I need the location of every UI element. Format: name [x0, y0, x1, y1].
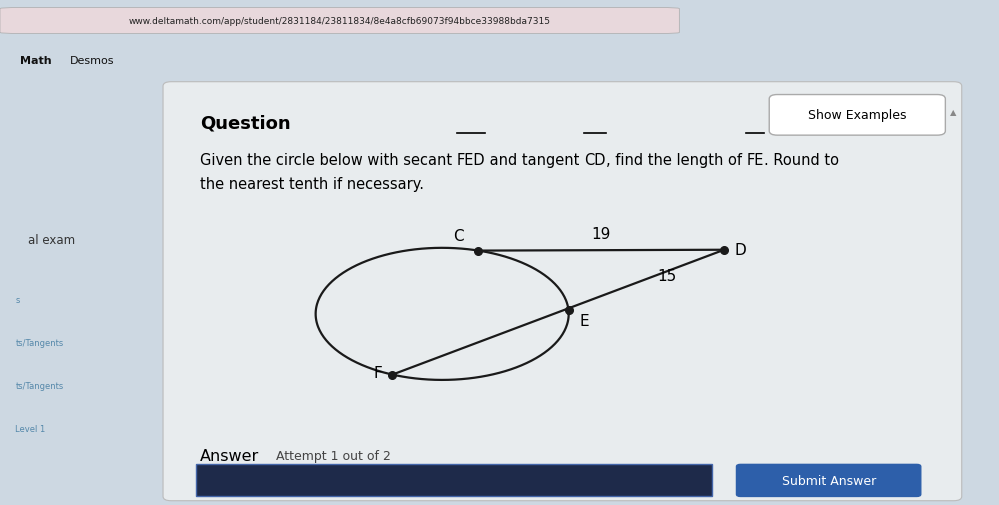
- Text: CD: CD: [584, 153, 605, 168]
- FancyBboxPatch shape: [196, 465, 712, 496]
- Text: Submit Answer: Submit Answer: [782, 474, 876, 487]
- Text: FED: FED: [457, 153, 486, 168]
- Text: , find the length of: , find the length of: [605, 153, 746, 168]
- FancyBboxPatch shape: [736, 465, 921, 496]
- Text: Question: Question: [200, 115, 291, 132]
- Text: ts/Tangents: ts/Tangents: [16, 338, 64, 347]
- Text: 19: 19: [591, 227, 611, 242]
- Text: Level 1: Level 1: [16, 424, 46, 433]
- Text: D: D: [735, 243, 746, 258]
- FancyBboxPatch shape: [0, 9, 679, 34]
- Text: s: s: [16, 296, 20, 305]
- Text: and tangent: and tangent: [486, 153, 584, 168]
- FancyBboxPatch shape: [769, 95, 945, 136]
- Text: C: C: [454, 228, 464, 243]
- Text: FE: FE: [746, 153, 764, 168]
- Text: Math: Math: [20, 56, 52, 66]
- Text: E: E: [579, 313, 588, 328]
- Text: www.deltamath.com/app/student/2831184/23811834/8e4a8cfb69073f94bbce33988bda7315: www.deltamath.com/app/student/2831184/23…: [129, 17, 550, 26]
- Text: Show Examples: Show Examples: [808, 109, 907, 122]
- Text: al exam: al exam: [28, 234, 75, 247]
- Text: Answer: Answer: [200, 448, 259, 464]
- Text: Given the circle below with secant: Given the circle below with secant: [200, 153, 457, 168]
- Text: Desmos: Desmos: [70, 56, 115, 66]
- FancyBboxPatch shape: [163, 82, 962, 501]
- Text: F: F: [373, 365, 382, 380]
- Text: the nearest tenth if necessary.: the nearest tenth if necessary.: [200, 176, 424, 191]
- Text: . Round to: . Round to: [764, 153, 839, 168]
- Text: ts/Tangents: ts/Tangents: [16, 381, 64, 390]
- Text: Attempt 1 out of 2: Attempt 1 out of 2: [276, 449, 391, 463]
- Text: 15: 15: [657, 269, 676, 284]
- Text: ▲: ▲: [950, 108, 957, 117]
